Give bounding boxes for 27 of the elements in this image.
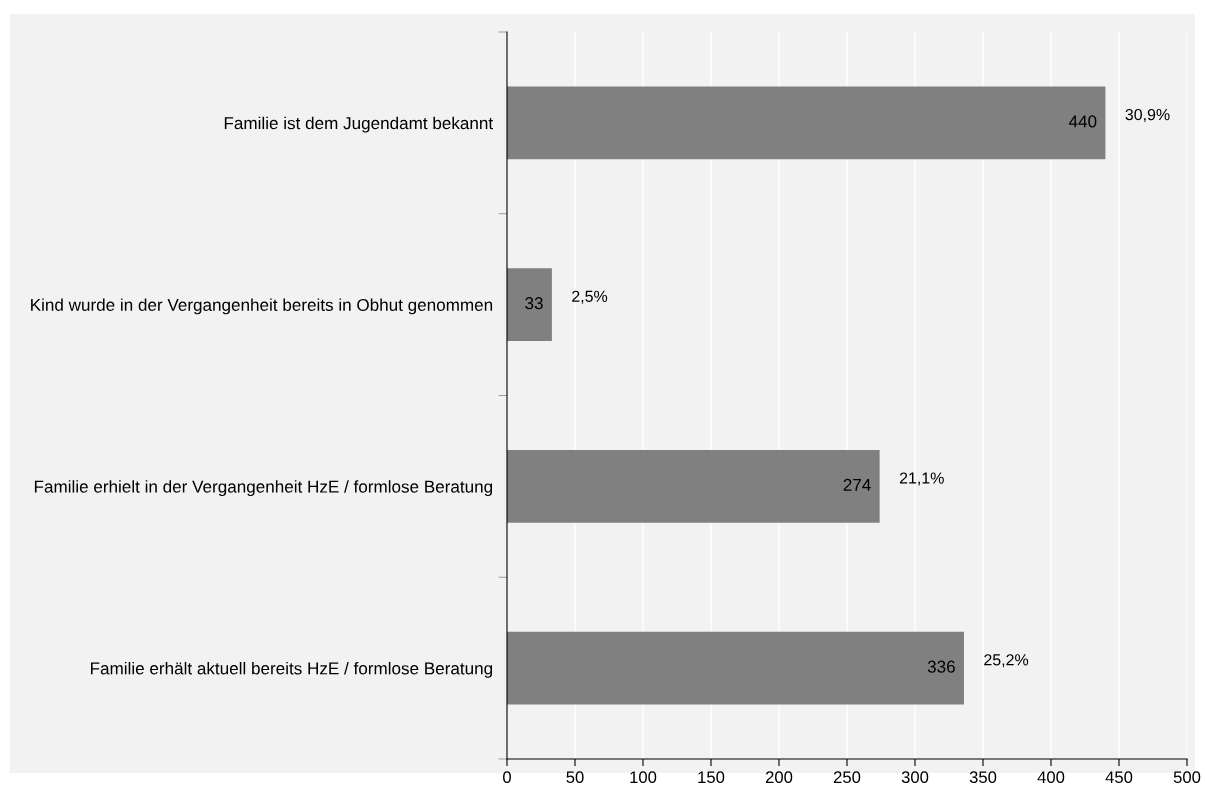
data-label: 274 xyxy=(843,478,871,491)
x-tick-label: 0 xyxy=(503,771,511,784)
annotation: 21,1% xyxy=(899,472,944,486)
annotation: 2,5% xyxy=(572,290,608,304)
x-tick-label: 400 xyxy=(1037,771,1065,784)
annotation: 25,2% xyxy=(984,654,1029,668)
y-tick-label: Familie erhielt in der Vergangenheit HzE / formlose Beratung xyxy=(34,480,493,497)
x-tick-label: 350 xyxy=(969,771,997,784)
annotation: 30,9% xyxy=(1125,108,1170,123)
x-tick-label: 200 xyxy=(765,771,793,784)
x-tick-label: 500 xyxy=(1173,771,1201,784)
bar xyxy=(507,86,1106,160)
y-tick-label: Kind wurde in der Vergangenheit bereits in Obhut genommen xyxy=(31,298,493,315)
x-tick-label: 50 xyxy=(566,771,584,784)
y-tick-label: Familie erhält aktuell bereits HzE / formlose Beratung xyxy=(91,661,493,678)
x-tick-label: 450 xyxy=(1105,771,1133,784)
data-label: 336 xyxy=(927,660,955,673)
x-tick-label: 100 xyxy=(630,771,657,784)
bar xyxy=(507,268,552,341)
bar xyxy=(507,450,880,523)
data-label: 440 xyxy=(1068,115,1097,128)
y-tick-label: Familie ist dem Jugendamt bekannt xyxy=(224,116,493,133)
data-label: 33 xyxy=(525,297,543,310)
x-tick-label: 300 xyxy=(901,771,929,784)
bar xyxy=(507,631,964,705)
x-tick-label: 250 xyxy=(833,771,861,784)
x-tick-label: 150 xyxy=(698,771,725,784)
